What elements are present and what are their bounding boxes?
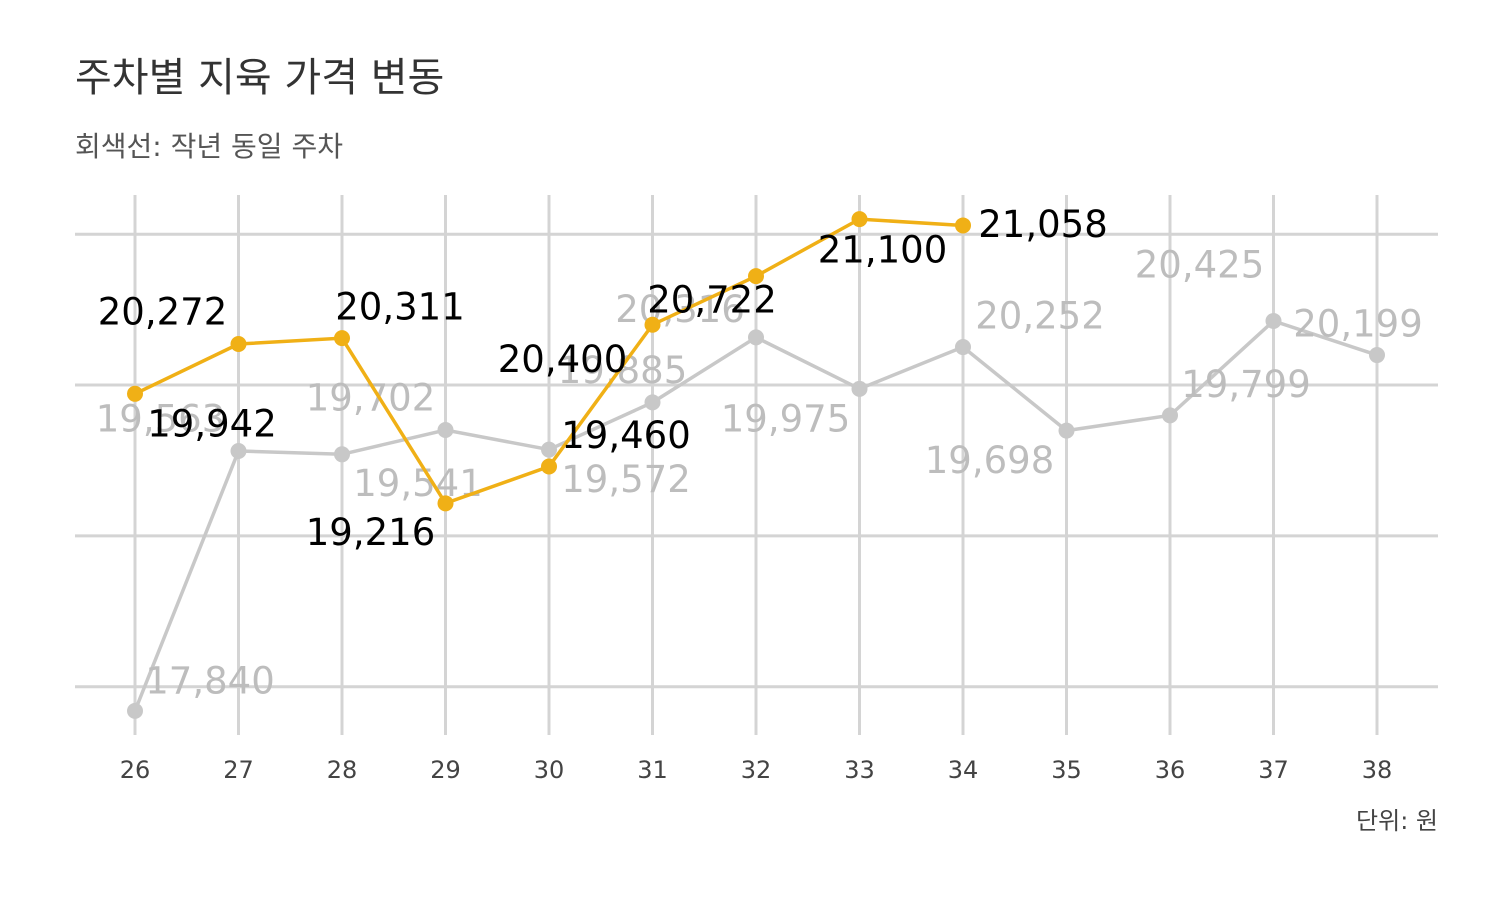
x-tick-label: 32 bbox=[741, 756, 772, 784]
data-point bbox=[437, 495, 454, 512]
data-label: 21,100 bbox=[818, 229, 947, 272]
data-label: 20,252 bbox=[975, 295, 1104, 338]
x-tick-label: 38 bbox=[1362, 756, 1393, 784]
data-point bbox=[541, 441, 557, 458]
data-label: 19,698 bbox=[925, 439, 1054, 482]
data-point bbox=[127, 702, 143, 719]
data-point bbox=[230, 336, 247, 353]
data-label: 19,885 bbox=[558, 349, 687, 392]
data-point bbox=[955, 339, 971, 356]
data-label: 20,272 bbox=[98, 291, 227, 334]
chart-subtitle: 회색선: 작년 동일 주차 bbox=[75, 130, 343, 163]
data-point bbox=[851, 211, 868, 228]
x-tick-label: 30 bbox=[534, 756, 565, 784]
data-label: 20,400 bbox=[498, 338, 627, 381]
data-point bbox=[230, 442, 247, 459]
data-point bbox=[1058, 422, 1075, 439]
data-label: 19,460 bbox=[561, 414, 690, 457]
data-label: 21,058 bbox=[978, 203, 1107, 246]
data-label: 20,199 bbox=[1293, 303, 1422, 346]
data-point bbox=[1369, 347, 1385, 364]
x-tick-label: 31 bbox=[637, 756, 668, 784]
data-label: 19,572 bbox=[561, 458, 690, 501]
x-tick-label: 36 bbox=[1155, 756, 1186, 784]
x-tick-label: 34 bbox=[948, 756, 979, 784]
data-label: 19,975 bbox=[721, 397, 850, 440]
data-point bbox=[1265, 312, 1282, 329]
data-point bbox=[748, 268, 764, 285]
x-tick-label: 35 bbox=[1051, 756, 1082, 784]
data-label: 17,840 bbox=[145, 659, 274, 702]
data-point bbox=[334, 330, 350, 347]
unit-note: 단위: 원 bbox=[1356, 807, 1438, 835]
data-point bbox=[1162, 407, 1178, 424]
data-point bbox=[644, 394, 661, 411]
data-point bbox=[437, 422, 454, 439]
chart-title: 주차별 지육 가격 변동 bbox=[75, 55, 444, 101]
data-point bbox=[748, 329, 764, 346]
x-tick-label: 26 bbox=[120, 756, 151, 784]
data-label: 20,722 bbox=[647, 279, 776, 322]
x-tick-label: 37 bbox=[1258, 756, 1289, 784]
x-tick-label: 28 bbox=[327, 756, 358, 784]
data-label: 19,216 bbox=[306, 511, 435, 554]
data-point bbox=[644, 316, 661, 333]
data-point bbox=[955, 217, 971, 234]
data-label: 20,425 bbox=[1135, 243, 1264, 286]
data-point bbox=[334, 446, 350, 463]
data-point bbox=[541, 458, 557, 475]
data-point bbox=[851, 380, 868, 397]
data-label: 20,316 bbox=[615, 288, 744, 331]
data-label: 19,563 bbox=[96, 397, 225, 440]
data-label: 20,311 bbox=[335, 286, 464, 329]
x-tick-label: 33 bbox=[844, 756, 875, 784]
data-label: 19,799 bbox=[1181, 363, 1310, 406]
data-point bbox=[127, 385, 143, 402]
x-tick-label: 27 bbox=[223, 756, 254, 784]
data-label: 19,942 bbox=[147, 402, 276, 445]
x-tick-label: 29 bbox=[430, 756, 461, 784]
